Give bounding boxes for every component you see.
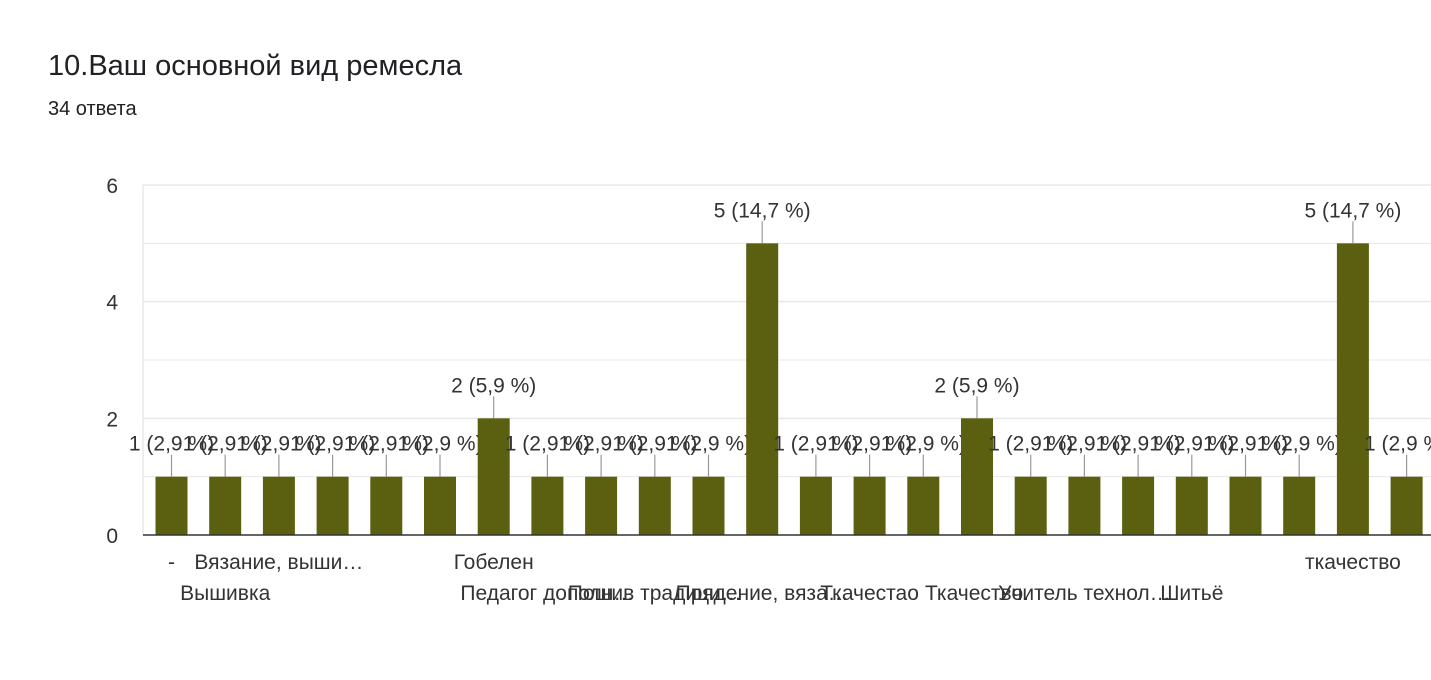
- data-label: 1 (2,9 %): [773, 433, 858, 456]
- data-label: 1 (2,9 %): [397, 433, 482, 456]
- bar: [209, 476, 242, 535]
- data-label: 1 (2,9 %): [236, 433, 321, 456]
- x-tick-label: Педагог дополн…: [460, 582, 634, 605]
- bar: [1175, 476, 1208, 535]
- data-label: 1 (2,9 %): [666, 433, 751, 456]
- data-label: 1 (2,9 %): [612, 433, 697, 456]
- y-tick-label: 2: [106, 408, 118, 431]
- x-tick-label: Ткачестао: [820, 582, 919, 605]
- x-tick-label: -: [168, 551, 175, 574]
- data-label: 1 (2,9 %): [1095, 433, 1180, 456]
- bar: [961, 418, 993, 535]
- x-tick-label: Учитель технол…: [998, 582, 1171, 605]
- x-tick-label: Прядение, вяза…: [676, 582, 849, 605]
- x-tick-label: ткачество: [1305, 551, 1401, 574]
- bar: [585, 476, 618, 535]
- bar: [262, 476, 295, 535]
- data-label: 2 (5,9 %): [934, 374, 1019, 397]
- x-tick-label: Ткачество.: [925, 582, 1029, 605]
- bar: [1336, 243, 1369, 536]
- bar: [424, 476, 456, 535]
- x-tick-label: Пошив традици…: [568, 582, 742, 605]
- data-label: 1 (2,9 %): [129, 433, 214, 456]
- bar: [1014, 476, 1047, 535]
- data-label: 5 (14,7 %): [714, 199, 811, 222]
- data-label: 2 (5,9 %): [451, 374, 536, 397]
- x-tick-label: Гобелен: [454, 551, 534, 574]
- bar: [1283, 476, 1316, 535]
- bar: [1390, 476, 1423, 535]
- data-label: 1 (2,9 %): [290, 433, 375, 456]
- bar: [692, 476, 725, 535]
- bar: [1122, 476, 1155, 535]
- data-label: 1 (2,9 %): [1203, 433, 1288, 456]
- data-label: 1 (2,9 %): [881, 433, 966, 456]
- x-tick-label: Вязание, выши…: [194, 551, 363, 574]
- bar: [477, 418, 510, 535]
- bar: [746, 243, 779, 536]
- bar: [370, 476, 403, 535]
- bar: [531, 476, 564, 535]
- bar: [907, 476, 940, 535]
- y-tick-label: 4: [106, 292, 118, 315]
- bar: [853, 476, 886, 535]
- bar: [799, 476, 832, 535]
- data-label: 5 (14,7 %): [1304, 199, 1401, 222]
- chart-title: 10.Ваш основной вид ремесла: [48, 50, 463, 82]
- bar: [1068, 476, 1101, 535]
- response-count: 34 ответа: [48, 98, 137, 120]
- x-tick-label: Вышивка: [180, 582, 270, 605]
- y-tick-label: 6: [106, 175, 118, 198]
- data-label: 1 (2,9 %): [344, 433, 429, 456]
- data-label: 1 (2,9 %): [1364, 433, 1431, 456]
- data-label: 1 (2,9 %): [988, 433, 1073, 456]
- bar: [638, 476, 671, 535]
- data-label: 1 (2,9 %): [1149, 433, 1234, 456]
- data-label: 1 (2,9 %): [1257, 433, 1342, 456]
- data-label: 1 (2,9 %): [505, 433, 590, 456]
- bar: [316, 476, 349, 535]
- x-tick-label: Шитьё: [1160, 582, 1223, 605]
- y-tick-label: 0: [106, 525, 118, 548]
- data-label: 1 (2,9 %): [183, 433, 268, 456]
- data-label: 1 (2,9 %): [558, 433, 643, 456]
- bar: [1229, 476, 1262, 535]
- data-label: 1 (2,9 %): [1042, 433, 1127, 456]
- bar: [155, 476, 188, 535]
- data-label: 1 (2,9 %): [827, 433, 912, 456]
